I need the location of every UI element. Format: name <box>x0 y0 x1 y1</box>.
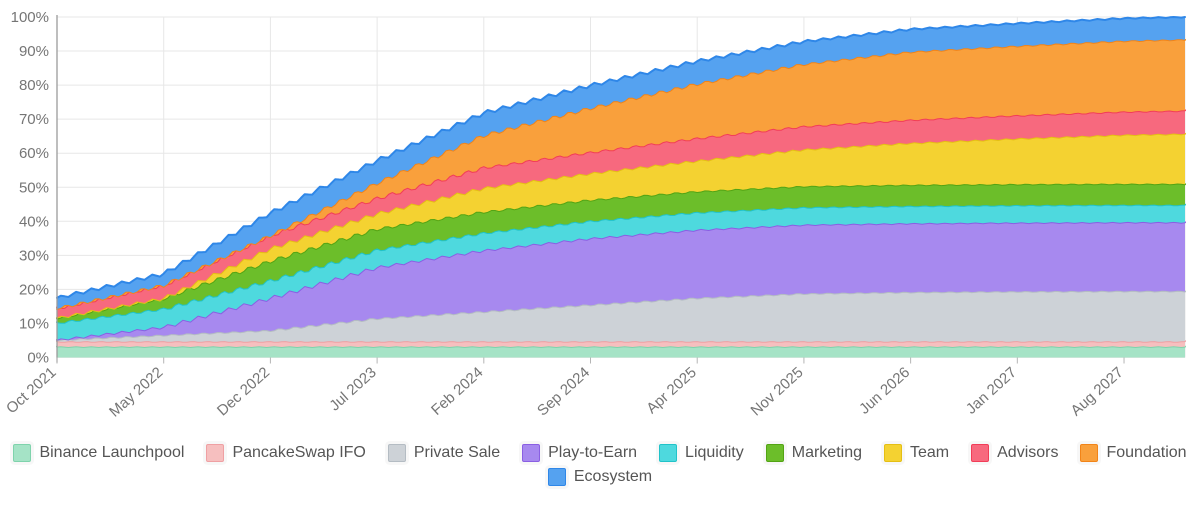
legend-item-team[interactable]: Team <box>884 444 949 462</box>
legend-label: Play-to-Earn <box>548 444 638 461</box>
x-axis-label: Feb 2024 <box>428 364 486 419</box>
legend-label: Foundation <box>1106 444 1187 461</box>
legend-item-liquidity[interactable]: Liquidity <box>659 444 744 462</box>
legend-swatch-icon <box>1080 444 1099 462</box>
legend-item-foundation[interactable]: Foundation <box>1080 444 1187 462</box>
area-ecosystem[interactable] <box>57 17 1185 309</box>
y-axis-label: 100% <box>11 9 49 26</box>
legend-item-binance-launchpool[interactable]: Binance Launchpool <box>13 444 184 462</box>
legend-item-play-to-earn[interactable]: Play-to-Earn <box>522 444 637 462</box>
area-play-to-earn[interactable] <box>57 221 1185 341</box>
legend-item-advisors[interactable]: Advisors <box>971 444 1058 462</box>
x-axis-label: Jan 2027 <box>963 364 1020 418</box>
y-axis-label: 90% <box>19 43 49 60</box>
legend-row-1: Binance Launchpool PancakeSwap IFO Private… <box>13 444 1187 462</box>
x-axis-label: Oct 2021 <box>3 364 60 417</box>
stacked-area-chart: 0% 10% 20% 30% 40% 50% 60% 70% 80% 90% 100% Oct 202… <box>3 9 1186 421</box>
y-axis-label: 10% <box>19 315 49 332</box>
x-axis-label: Jun 2026 <box>856 364 913 418</box>
legend-label: Advisors <box>997 444 1059 461</box>
legend-swatch-icon <box>547 468 566 486</box>
y-axis-label: 60% <box>19 145 49 162</box>
legend-swatch-icon <box>765 444 784 462</box>
legend-item-ecosystem[interactable]: Ecosystem <box>547 468 653 486</box>
x-axis-label: May 2022 <box>106 364 166 421</box>
legend-item-marketing[interactable]: Marketing <box>765 444 862 462</box>
legend-swatch-icon <box>659 444 678 462</box>
legend-row-2: Ecosystem <box>547 468 653 486</box>
legend-swatch-icon <box>13 444 32 462</box>
area-binance-launchpool[interactable] <box>57 346 1185 358</box>
legend-label: PancakeSwap IFO <box>232 444 366 461</box>
legend-item-private-sale[interactable]: Private Sale <box>387 444 501 462</box>
legend-label: Liquidity <box>685 444 744 461</box>
legend-item-pancakeswap-ifo[interactable]: PancakeSwap IFO <box>206 444 366 462</box>
x-axis-label: Aug 2027 <box>1068 364 1127 420</box>
x-axis-label: Sep 2024 <box>534 364 593 420</box>
area-series <box>56 16 1186 358</box>
x-axis-label: Dec 2022 <box>214 364 273 420</box>
legend-label: Team <box>910 444 950 461</box>
legend-label: Binance Launchpool <box>39 444 185 461</box>
area-foundation[interactable] <box>57 39 1185 309</box>
y-axis-label: 30% <box>19 247 49 264</box>
y-axis-label: 40% <box>19 213 49 230</box>
y-axis-label: 0% <box>27 350 49 367</box>
axes <box>56 15 1125 364</box>
y-axis-label: 50% <box>19 179 49 196</box>
y-axis-labels: 0% 10% 20% 30% 40% 50% 60% 70% 80% 90% 100% <box>11 9 49 367</box>
x-axis-labels: Oct 2021 May 2022 Dec 2022 Jul 2023 Feb 2024… <box>3 364 1127 421</box>
legend-label: Marketing <box>791 444 862 461</box>
y-axis-label: 80% <box>19 77 49 94</box>
legend-swatch-icon <box>884 444 902 462</box>
legend-swatch-icon <box>522 444 541 462</box>
legend-label: Ecosystem <box>573 468 653 485</box>
legend-swatch-icon <box>206 444 225 462</box>
area-team[interactable] <box>57 133 1185 319</box>
legend-swatch-icon <box>971 444 990 462</box>
x-axis-label: Nov 2025 <box>747 364 806 420</box>
legend-swatch-icon <box>387 444 406 462</box>
area-private-sale[interactable] <box>57 290 1185 342</box>
x-axis-label: Jul 2023 <box>326 364 380 415</box>
edge-ecosystem-line <box>56 16 1186 299</box>
area-marketing[interactable] <box>57 183 1185 323</box>
y-axis-label: 20% <box>19 281 49 298</box>
x-axis-label: Apr 2025 <box>643 364 700 417</box>
legend-label: Private Sale <box>413 444 501 461</box>
area-advisors[interactable] <box>57 110 1185 318</box>
area-liquidity[interactable] <box>57 204 1185 340</box>
y-axis-label: 70% <box>19 111 49 128</box>
chart-legend: Binance Launchpool PancakeSwap IFO Private… <box>0 444 1200 486</box>
